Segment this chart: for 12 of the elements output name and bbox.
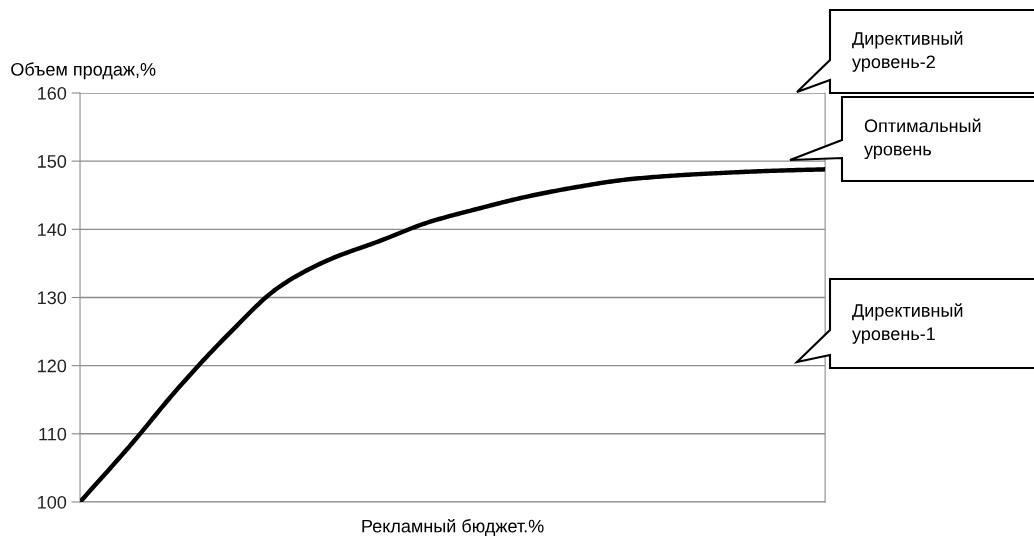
- text: Оптимальный уровень: [864, 118, 981, 160]
- y-tick-label: 130: [38, 291, 67, 305]
- text: Директивный уровень-2: [852, 31, 963, 72]
- y-tick-label: 110: [39, 427, 67, 441]
- y-tick-label: 140: [38, 223, 67, 237]
- y-tick-label: 120: [38, 359, 67, 373]
- y-axis-title: Объем продаж,%: [11, 62, 156, 80]
- text: Директивный уровень-1: [852, 303, 963, 344]
- y-tick-label: 150: [38, 155, 67, 168]
- x-axis-title: Рекламный бюджет.%: [362, 518, 544, 536]
- y-tick-label: 160: [38, 86, 67, 100]
- y-tick-label: 100: [38, 495, 67, 509]
